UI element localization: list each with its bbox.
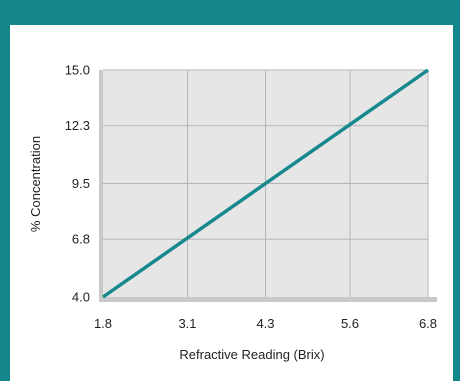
y-tick-label: 9.5 xyxy=(72,176,90,191)
y-tick-label: 12.3 xyxy=(65,118,90,133)
y-tick-label: 15.0 xyxy=(65,63,90,78)
y-axis-bar xyxy=(99,70,103,302)
y-axis-label: % Concentration xyxy=(28,136,43,232)
x-tick-label: 6.8 xyxy=(419,316,437,331)
x-tick-labels: 1.8 3.1 4.3 5.6 6.8 xyxy=(94,316,437,331)
x-axis-label: Refractive Reading (Brix) xyxy=(179,347,324,362)
series-group xyxy=(101,68,430,299)
x-tick-label: 4.3 xyxy=(256,316,274,331)
y-tick-labels: 4.0 6.8 9.5 12.3 15.0 xyxy=(65,63,90,305)
gridlines xyxy=(103,69,429,297)
x-tick-label: 5.6 xyxy=(341,316,359,331)
x-axis-bar xyxy=(99,297,437,302)
y-tick-label: 6.8 xyxy=(72,232,90,247)
series-line xyxy=(101,68,430,299)
x-tick-label: 3.1 xyxy=(178,316,196,331)
y-tick-label: 4.0 xyxy=(72,290,90,305)
x-tick-label: 1.8 xyxy=(94,316,112,331)
